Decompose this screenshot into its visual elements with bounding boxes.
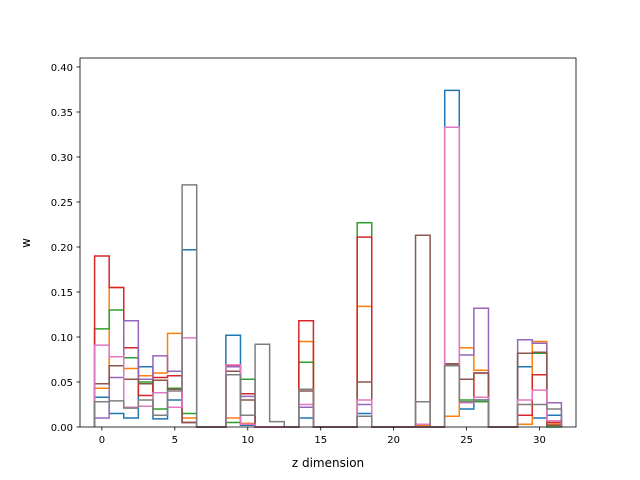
x-tick-label: 30 xyxy=(533,435,546,446)
x-tick-label: 10 xyxy=(241,435,254,446)
axes-layer: 0 5 10 15 20 25 30 0.00 0.05 0.10 0.15 0.20 0.25 0.30… xyxy=(51,57,577,446)
y-axis-label: w xyxy=(19,238,33,248)
x-tick-label: 5 xyxy=(172,435,178,446)
y-tick-label: 0.35 xyxy=(51,108,73,119)
y-tick-label: 0.30 xyxy=(51,153,73,164)
y-tick-label: 0.20 xyxy=(51,243,73,254)
plot-frame xyxy=(79,57,577,428)
x-tick-label: 0 xyxy=(99,435,105,446)
x-tick-label: 20 xyxy=(387,435,400,446)
series-8-step-line xyxy=(93,184,563,428)
y-tick-label: 0.00 xyxy=(51,423,73,434)
y-tick-label: 0.10 xyxy=(51,333,73,344)
x-tick-label: 15 xyxy=(314,435,327,446)
x-tick-label: 25 xyxy=(460,435,473,446)
y-tick-label: 0.05 xyxy=(51,378,73,389)
x-axis-label: z dimension xyxy=(292,456,364,470)
y-tick-label: 0.40 xyxy=(51,63,73,74)
y-tick-label: 0.15 xyxy=(51,288,73,299)
y-tick-label: 0.25 xyxy=(51,198,73,209)
